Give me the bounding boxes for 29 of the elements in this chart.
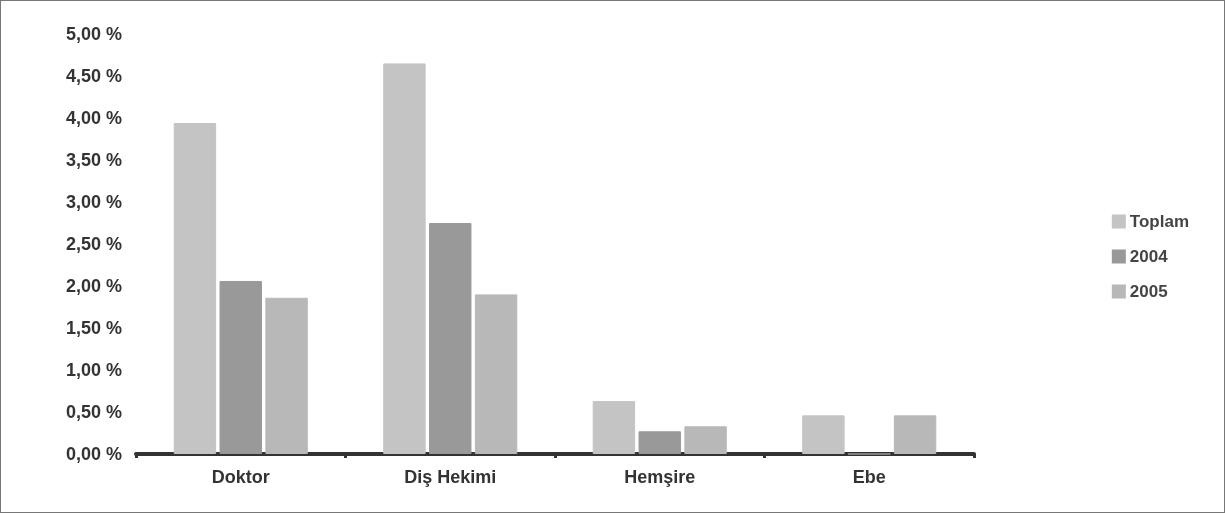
y-tick-label: 0,50 % [65, 402, 122, 422]
legend-label: 2005 [1129, 282, 1168, 301]
y-tick-label: 5,00 % [65, 24, 122, 44]
x-tick-label: Ebe [852, 467, 886, 487]
bar [684, 426, 727, 454]
y-tick-label: 2,00 % [65, 276, 122, 296]
y-tick-label: 3,00 % [65, 192, 122, 212]
bar [474, 294, 518, 454]
bar [592, 401, 636, 454]
bar [265, 297, 308, 454]
bar [802, 415, 845, 454]
bar [638, 431, 681, 454]
bar [893, 415, 937, 454]
legend-label: 2004 [1129, 247, 1169, 266]
bar [219, 280, 262, 454]
y-tick-label: 1,50 % [65, 318, 122, 338]
y-tick-label: 4,50 % [65, 66, 122, 86]
bar [173, 123, 217, 454]
x-tick-label: Diş Hekimi [404, 467, 497, 487]
y-tick-label: 0,00 % [65, 444, 122, 464]
x-tick-label: Hemşire [624, 467, 696, 487]
y-tick-label: 4,00 % [65, 108, 122, 128]
legend-label: Toplam [1129, 212, 1189, 231]
y-tick-label: 3,50 % [65, 150, 122, 170]
x-tick-label: Doktor [211, 467, 270, 487]
bar [383, 63, 426, 454]
y-tick-label: 1,00 % [65, 360, 122, 380]
y-tick-label: 2,50 % [65, 234, 122, 254]
bar [429, 223, 472, 454]
